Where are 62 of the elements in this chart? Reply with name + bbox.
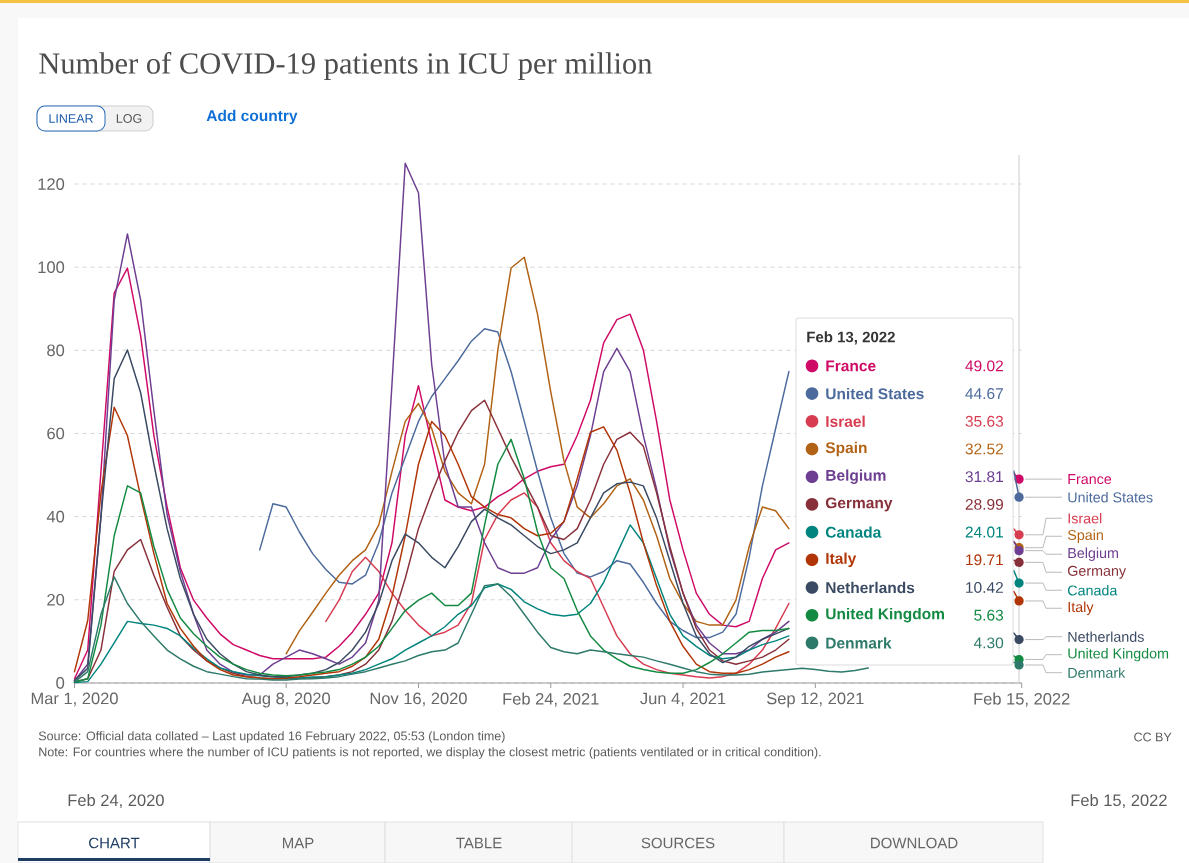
text: CC BY bbox=[1134, 732, 1172, 742]
y-tick-label: 20 bbox=[47, 593, 65, 606]
y-tick-label: 120 bbox=[38, 178, 65, 190]
text: DOWNLOAD bbox=[871, 837, 958, 849]
annotation: 44.67 bbox=[965, 388, 1003, 400]
text: Italy bbox=[1068, 601, 1094, 615]
text: Feb 15, 2022 bbox=[1071, 793, 1167, 809]
text: Denmark bbox=[1068, 667, 1126, 678]
text: Feb 24, 2020 bbox=[68, 793, 164, 809]
text: France bbox=[1068, 474, 1112, 485]
legend-label: Germany bbox=[825, 497, 893, 512]
text: TABLE bbox=[456, 837, 502, 849]
legend-label: France bbox=[826, 360, 876, 372]
legend-label: Belgium bbox=[826, 469, 886, 484]
y-tick-label: 60 bbox=[47, 427, 65, 440]
text: Belgium bbox=[1068, 547, 1118, 561]
legend-title: Feb 13, 2022 bbox=[807, 331, 895, 345]
text: Israel bbox=[1068, 513, 1102, 524]
x-tick-label: Nov 16, 2020 bbox=[370, 692, 467, 707]
annotation: 10.42 bbox=[966, 582, 1003, 593]
annotation: 24.01 bbox=[965, 526, 1003, 538]
text: United Kingdom bbox=[1068, 648, 1169, 662]
text: SOURCES bbox=[641, 837, 715, 849]
text: Add country bbox=[206, 109, 298, 125]
y-tick-label: 0 bbox=[56, 677, 65, 689]
y-tick-label: 100 bbox=[38, 261, 65, 274]
annotation: 5.63 bbox=[974, 609, 1004, 621]
text: LOG bbox=[116, 114, 142, 123]
legend-label: Denmark bbox=[826, 637, 892, 649]
annotation: 4.30 bbox=[973, 637, 1004, 649]
y-tick-label: 40 bbox=[46, 510, 65, 523]
y-tick-label: 80 bbox=[47, 344, 65, 357]
text: United States bbox=[1068, 491, 1153, 503]
legend-label: Israel bbox=[826, 415, 865, 427]
legend-label: United States bbox=[826, 387, 924, 400]
text: Spain bbox=[1067, 529, 1103, 543]
text: LINEAR bbox=[49, 114, 93, 123]
annotation: 19.71 bbox=[966, 554, 1003, 566]
annotation: 31.81 bbox=[965, 471, 1003, 483]
text: MAP bbox=[282, 837, 314, 849]
x-tick-label: Jun 4, 2021 bbox=[640, 692, 726, 707]
x-tick-label: Feb 15, 2022 bbox=[974, 692, 1070, 707]
text: Netherlands bbox=[1068, 631, 1144, 642]
legend-label: United Kingdom bbox=[826, 607, 944, 623]
annotation: 35.63 bbox=[965, 415, 1004, 427]
text: Germany bbox=[1067, 565, 1127, 579]
text: Canada bbox=[1068, 585, 1118, 596]
x-tick-label: Aug 8, 2020 bbox=[241, 692, 330, 708]
chart-title: Number of COVID-19 patients in ICU per million bbox=[39, 52, 652, 80]
annotation: 49.02 bbox=[965, 360, 1003, 372]
legend-label: Canada bbox=[825, 526, 882, 538]
legend-label: Italy bbox=[826, 552, 857, 568]
x-tick-label: Sep 12, 2021 bbox=[766, 692, 864, 708]
annotation: 28.99 bbox=[965, 498, 1003, 510]
text: Note: For countries where the number of ICU patients is not reported, we display the closest metric (patients ventilated or in critical condition). bbox=[39, 747, 821, 759]
x-tick-label: Feb 24, 2021 bbox=[503, 692, 599, 707]
x-tick-label: Mar 1, 2020 bbox=[31, 692, 118, 707]
annotation: 32.52 bbox=[965, 443, 1003, 455]
legend-label: Spain bbox=[825, 441, 867, 457]
legend-label: Netherlands bbox=[826, 581, 915, 594]
source-note: Source: Official data collated – Last updated 16 February 2022, 05:53 (London time) bbox=[38, 731, 505, 743]
text: CHART bbox=[89, 837, 140, 849]
